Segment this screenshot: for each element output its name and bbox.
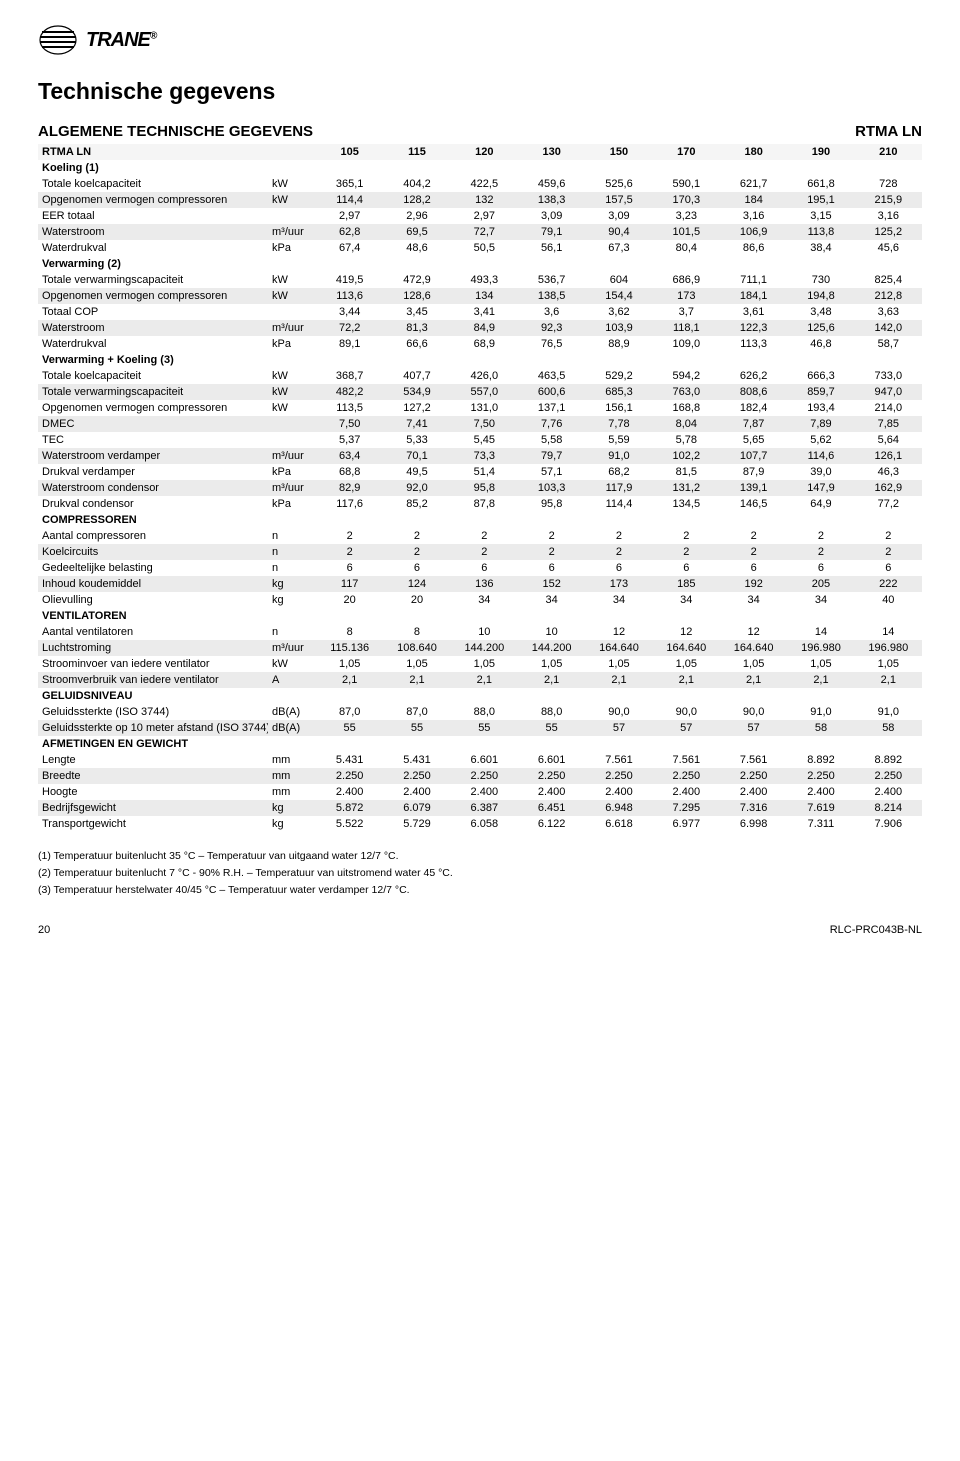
model-name: RTMA LN [855, 123, 922, 140]
group-row: GELUIDSNIVEAU [38, 688, 922, 704]
table-row: WaterdrukvalkPa89,166,668,976,588,9109,0… [38, 336, 922, 352]
table-row: Luchtstromingm³/uur115.136108.640144.200… [38, 640, 922, 656]
footnotes: (1) Temperatuur buitenlucht 35 °C – Temp… [38, 848, 922, 898]
page-number: 20 [38, 924, 50, 936]
table-row: Olievullingkg202034343434343440 [38, 592, 922, 608]
brand-name: TRANE® [86, 29, 156, 52]
table-row: Waterstroom condensorm³/uur82,992,095,81… [38, 480, 922, 496]
table-row: Geluidssterkte (ISO 3744)dB(A)87,087,088… [38, 704, 922, 720]
table-row: TEC5,375,335,455,585,595,785,655,625,64 [38, 432, 922, 448]
table-header-row: RTMA LN105115120130150170180190210 [38, 144, 922, 160]
table-row: Aantal compressorenn222222222 [38, 528, 922, 544]
globe-icon [38, 24, 78, 56]
group-row: VENTILATOREN [38, 608, 922, 624]
group-row: AFMETINGEN EN GEWICHT [38, 736, 922, 752]
table-row: Opgenomen vermogen compressorenkW113,612… [38, 288, 922, 304]
table-row: Drukval condensorkPa117,685,287,895,8114… [38, 496, 922, 512]
table-row: Stroominvoer van iedere ventilatorkW1,05… [38, 656, 922, 672]
spec-table: RTMA LN105115120130150170180190210Koelin… [38, 144, 922, 832]
table-row: Aantal ventilatorenn8810101212121414 [38, 624, 922, 640]
table-row: Inhoud koudemiddelkg11712413615217318519… [38, 576, 922, 592]
footnote: (1) Temperatuur buitenlucht 35 °C – Temp… [38, 848, 922, 865]
group-row: Verwarming (2) [38, 256, 922, 272]
table-row: Stroomverbruik van iedere ventilatorA2,1… [38, 672, 922, 688]
group-row: Koeling (1) [38, 160, 922, 176]
footnote: (2) Temperatuur buitenlucht 7 °C - 90% R… [38, 865, 922, 882]
table-row: Opgenomen vermogen compressorenkW113,512… [38, 400, 922, 416]
table-row: Opgenomen vermogen compressorenkW114,412… [38, 192, 922, 208]
table-row: Hoogtemm2.4002.4002.4002.4002.4002.4002.… [38, 784, 922, 800]
group-row: COMPRESSOREN [38, 512, 922, 528]
table-row: Waterstroom verdamperm³/uur63,470,173,37… [38, 448, 922, 464]
table-row: Waterstroomm³/uur62,869,572,779,190,4101… [38, 224, 922, 240]
table-row: Koelcircuitsn222222222 [38, 544, 922, 560]
table-row: Drukval verdamperkPa68,849,551,457,168,2… [38, 464, 922, 480]
doc-code: RLC-PRC043B-NL [830, 924, 922, 936]
page-footer: 20 RLC-PRC043B-NL [0, 918, 960, 954]
table-row: Totaal COP3,443,453,413,63,623,73,613,48… [38, 304, 922, 320]
table-row: Breedtemm2.2502.2502.2502.2502.2502.2502… [38, 768, 922, 784]
table-row: DMEC7,507,417,507,767,788,047,877,897,85 [38, 416, 922, 432]
table-row: Transportgewichtkg5.5225.7296.0586.1226.… [38, 816, 922, 832]
table-row: Gedeeltelijke belastingn666666666 [38, 560, 922, 576]
brand-logo: TRANE® [38, 24, 922, 56]
table-row: Totale koelcapaciteitkW368,7407,7426,046… [38, 368, 922, 384]
table-row: Bedrijfsgewichtkg5.8726.0796.3876.4516.9… [38, 800, 922, 816]
page-title: Technische gegevens [38, 78, 922, 105]
table-row: Totale verwarmingscapaciteitkW482,2534,9… [38, 384, 922, 400]
table-row: Geluidssterkte op 10 meter afstand (ISO … [38, 720, 922, 736]
table-row: Totale koelcapaciteitkW365,1404,2422,545… [38, 176, 922, 192]
table-row: WaterdrukvalkPa67,448,650,556,167,380,48… [38, 240, 922, 256]
footnote: (3) Temperatuur herstelwater 40/45 °C – … [38, 882, 922, 899]
table-row: EER totaal2,972,962,973,093,093,233,163,… [38, 208, 922, 224]
table-row: Totale verwarmingscapaciteitkW419,5472,9… [38, 272, 922, 288]
page-content: TRANE® Technische gegevens ALGEMENE TECH… [0, 0, 960, 918]
table-row: Lengtemm5.4315.4316.6016.6017.5617.5617.… [38, 752, 922, 768]
table-row: Waterstroomm³/uur72,281,384,992,3103,911… [38, 320, 922, 336]
section-title: ALGEMENE TECHNISCHE GEGEVENS [38, 123, 313, 140]
group-row: Verwarming + Koeling (3) [38, 352, 922, 368]
section-header: ALGEMENE TECHNISCHE GEGEVENS RTMA LN [38, 123, 922, 140]
